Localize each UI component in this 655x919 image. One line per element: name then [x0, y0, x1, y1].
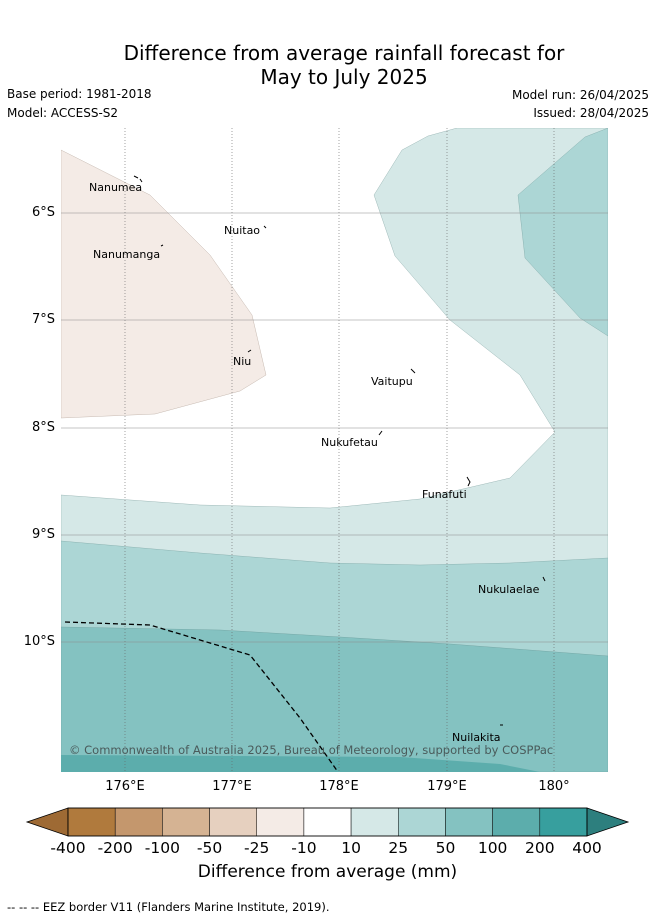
- nanumea-island-shape: [133, 175, 143, 183]
- lat-label: 6°S: [31, 205, 55, 220]
- nuitao-island-shape: [263, 225, 267, 229]
- colorbar-cell: [492, 807, 541, 837]
- colorbar-tick: -50: [196, 839, 223, 857]
- dry-anomaly-region: [61, 149, 267, 419]
- wet-anomaly-50-100: [61, 626, 608, 772]
- copyright-credit: © Commonwealth of Australia 2025, Bureau…: [69, 743, 554, 757]
- nukulaelae-island-shape: [542, 576, 546, 582]
- vaitupu-island-shape: [410, 368, 416, 374]
- base-period: Base period: 1981-2018: [7, 87, 152, 101]
- model-name: Model: ACCESS-S2: [7, 106, 119, 120]
- place-label-nukulaelae: Nukulaelae: [478, 583, 540, 596]
- colorbar-under-arrow: [25, 807, 69, 837]
- island-outlines: [133, 175, 546, 726]
- colorbar-tick: -400: [50, 839, 86, 857]
- issued-date: Issued: 28/04/2025: [533, 106, 649, 120]
- place-label-funafuti: Funafuti: [422, 488, 467, 501]
- colorbar-tick: 10: [341, 839, 361, 857]
- place-label-vaitupu: Vaitupu: [371, 375, 413, 388]
- lat-label: 8°S: [31, 420, 55, 435]
- colorbar-label: Difference from average (mm): [197, 862, 458, 882]
- lon-label: 178°E: [319, 779, 359, 794]
- lon-label: 177°E: [212, 779, 252, 794]
- colorbar-cell: [539, 807, 588, 837]
- colorbar-frame: [67, 807, 588, 837]
- colorbar-tick: 100: [477, 839, 508, 857]
- colorbar-tick: -25: [244, 839, 270, 857]
- rainfall-map: [61, 128, 608, 772]
- colorbar-over-arrow: [586, 807, 630, 837]
- colorbar-cell: [67, 807, 116, 837]
- eez-border: [64, 621, 339, 772]
- colorbar-cell: [303, 807, 352, 837]
- colorbar-tick: -10: [291, 839, 317, 857]
- nanumanga-island-shape: [160, 244, 164, 247]
- lat-label: 10°S: [23, 634, 55, 649]
- lon-label: 179°E: [427, 779, 467, 794]
- niu-island-shape: [247, 349, 252, 353]
- map-title-line2: May to July 2025: [260, 65, 428, 89]
- place-label-nuitao: Nuitao: [224, 224, 261, 237]
- colorbar-tick: 200: [525, 839, 555, 857]
- map-gridlines: [61, 128, 608, 772]
- colorbar-tick: -200: [97, 839, 133, 857]
- lon-label: 180°: [538, 779, 570, 794]
- colorbar-cell: [398, 807, 446, 837]
- colorbar-tick: 50: [435, 839, 456, 857]
- wet-anomaly-25-50-northeast: [517, 128, 608, 337]
- colorbar-cell: [350, 807, 399, 837]
- colorbar-tick: -100: [144, 839, 180, 857]
- place-label-nanumanga: Nanumanga: [93, 248, 161, 261]
- colorbar-tick: 400: [572, 839, 602, 857]
- place-label-niu: Niu: [233, 355, 252, 368]
- colorbar-cell: [209, 807, 257, 837]
- nukufetau-island-shape: [378, 430, 383, 436]
- place-label-nanumea: Nanumea: [89, 181, 143, 194]
- colorbar: [25, 807, 630, 837]
- lat-label: 7°S: [31, 312, 55, 327]
- model-run: Model run: 26/04/2025: [511, 88, 649, 102]
- place-label-nukufetau: Nukufetau: [321, 436, 378, 449]
- colorbar-cell: [445, 807, 493, 837]
- colorbar-cell: [256, 807, 305, 837]
- colorbar-tick: 25: [388, 839, 409, 857]
- eez-legend-footer: -- -- -- EEZ border V11 (Flanders Marine…: [7, 900, 330, 914]
- funafuti-island-shape: [466, 476, 471, 487]
- wet-anomaly-100-200: [61, 755, 540, 772]
- map-title-line1: Difference from average rainfall forecas…: [123, 41, 565, 65]
- colorbar-cell: [114, 807, 163, 837]
- lon-label: 176°E: [105, 779, 145, 794]
- lat-label: 9°S: [31, 527, 55, 542]
- place-label-nuilakita: Nuilakita: [452, 731, 501, 744]
- colorbar-cell: [162, 807, 210, 837]
